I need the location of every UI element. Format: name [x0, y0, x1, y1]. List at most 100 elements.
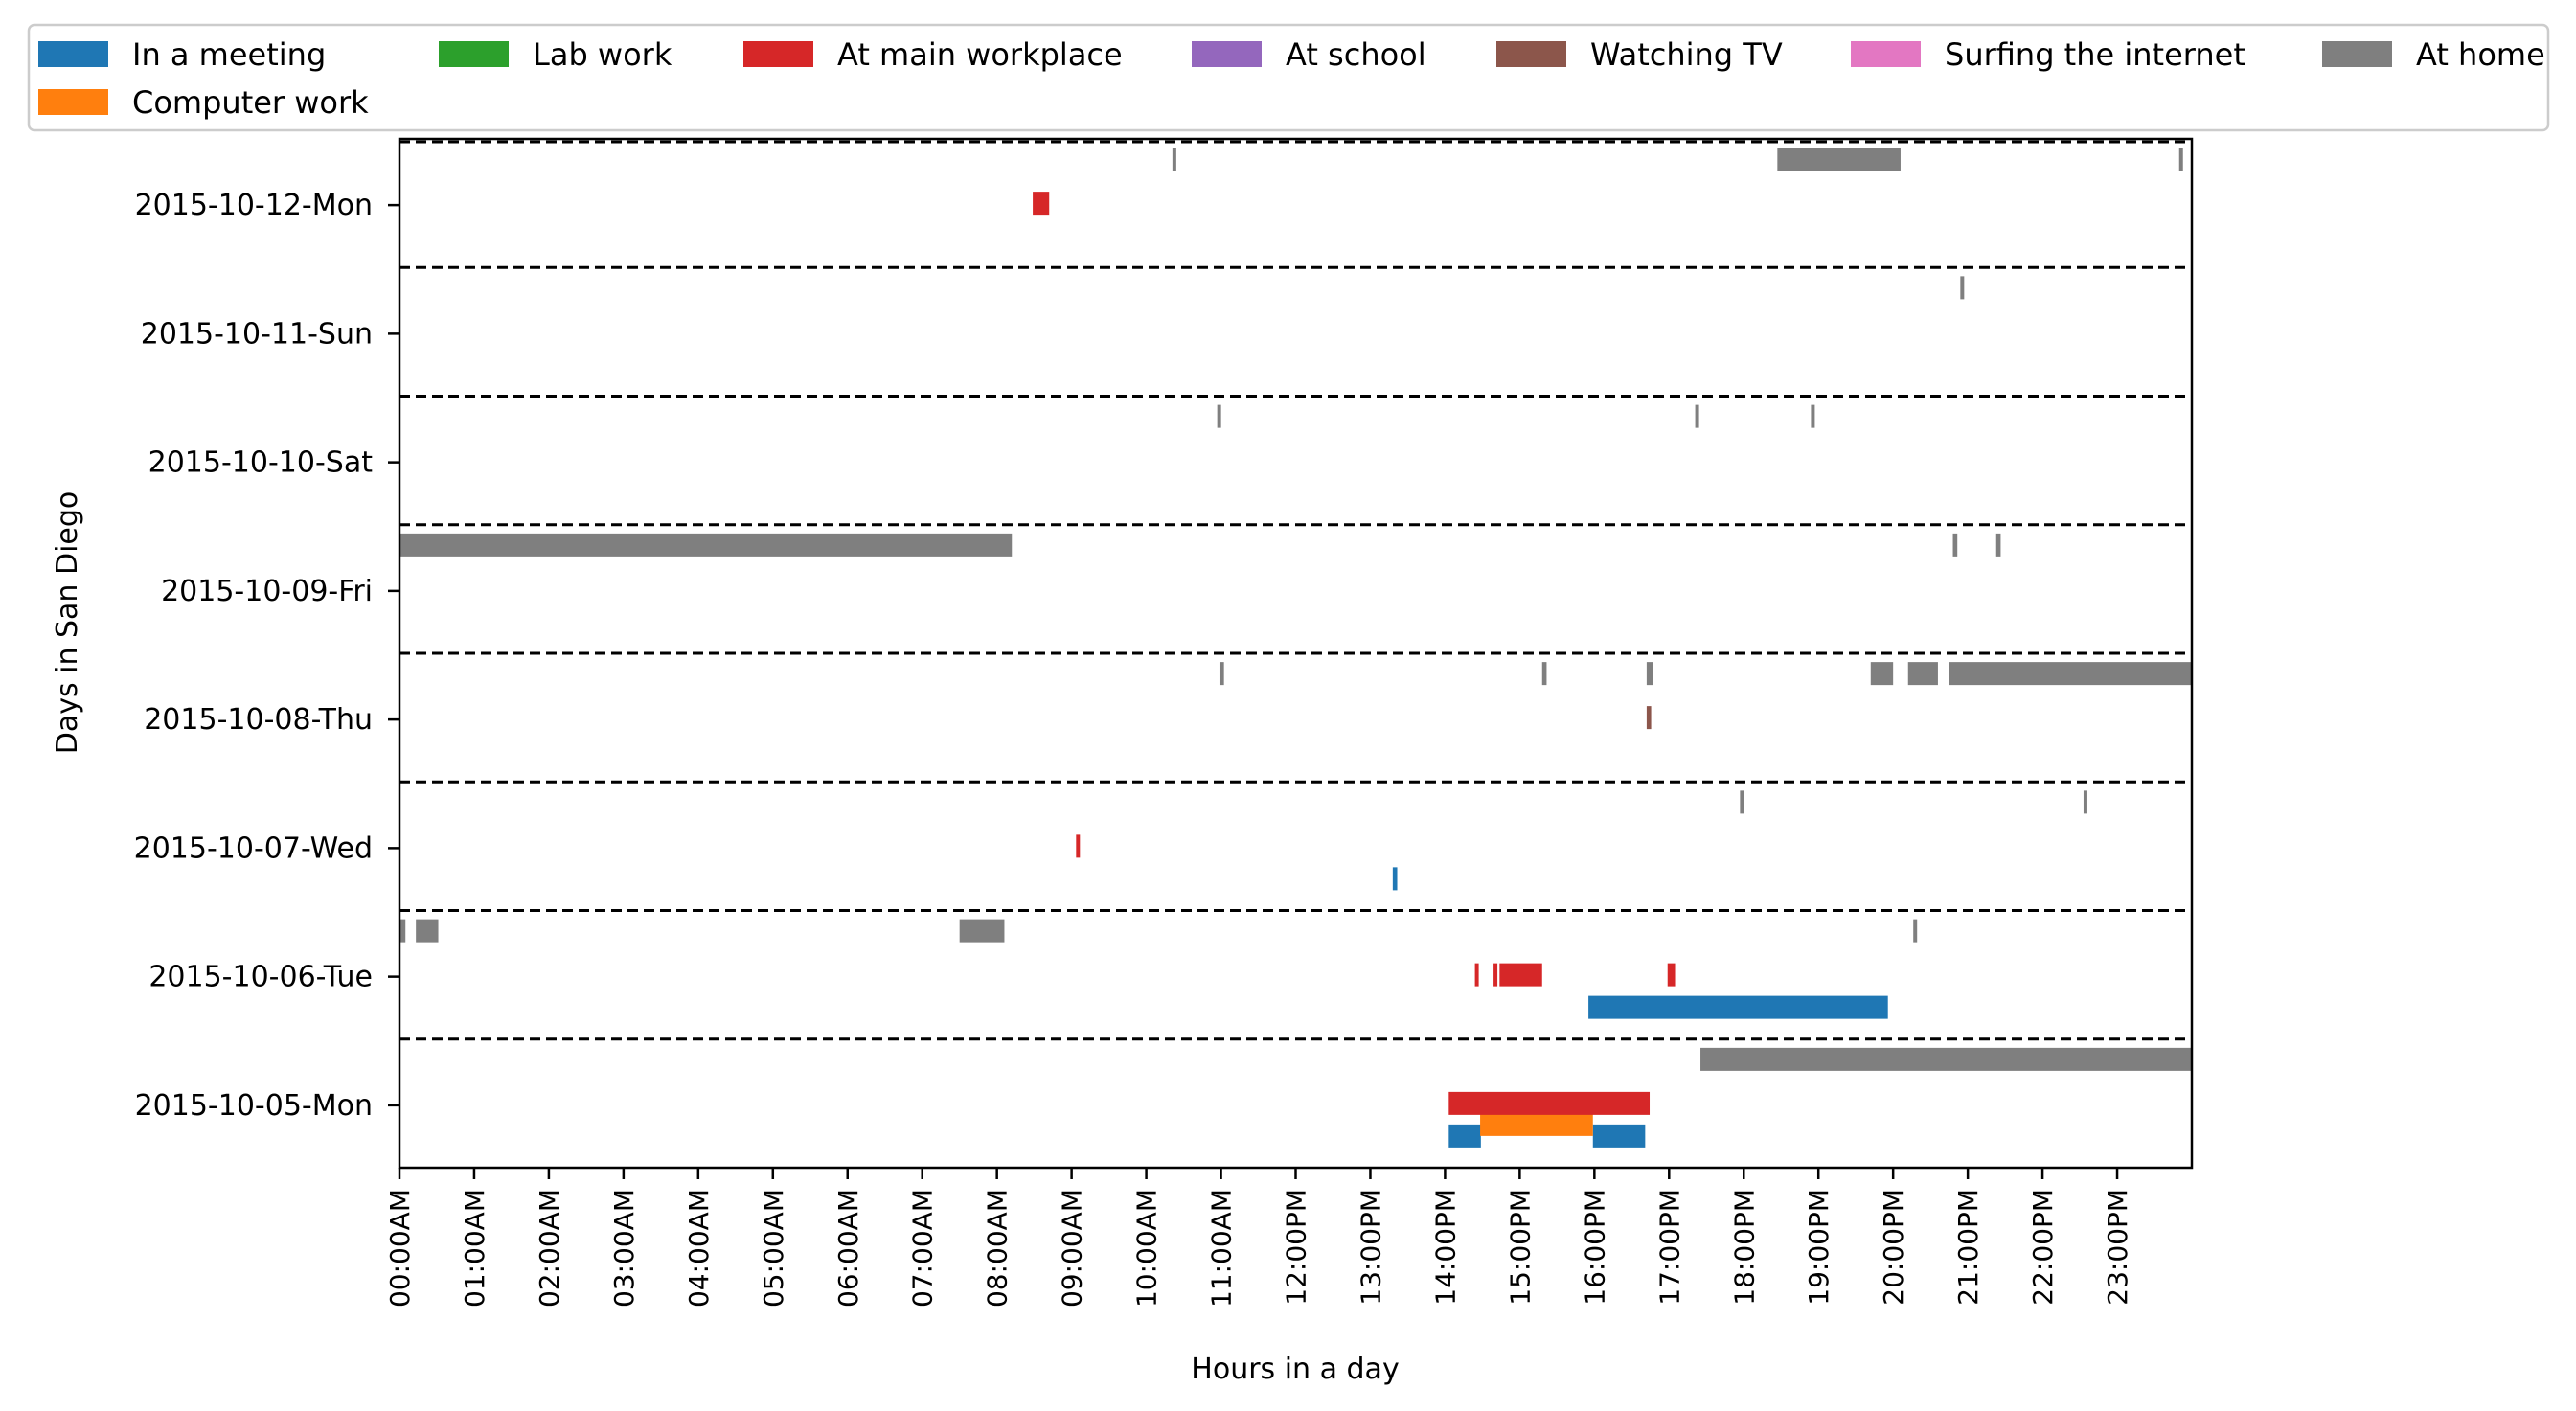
bar-at-home	[1172, 148, 1176, 171]
bar-at-home	[1740, 790, 1744, 814]
bar-in-a-meeting	[1588, 995, 1888, 1019]
bar-at-home	[1541, 662, 1547, 686]
x-tick-label: 13:00PM	[1355, 1189, 1386, 1306]
bar-computer-work	[1480, 1112, 1593, 1136]
bar-at-home	[399, 919, 406, 943]
y-axis-label: Days in San Diego	[51, 491, 84, 755]
bar-at-main-workplace	[1499, 963, 1542, 987]
legend-label: Lab work	[533, 36, 672, 73]
bar-at-home	[1219, 662, 1224, 686]
bar-at-main-workplace	[1667, 963, 1676, 987]
y-tick-label: 2015-10-09-Fri	[161, 575, 373, 608]
x-tick-label: 18:00PM	[1728, 1189, 1760, 1306]
x-tick-label: 07:00AM	[907, 1189, 939, 1308]
legend-label: At home	[2416, 36, 2545, 73]
legend-label: Watching TV	[1590, 36, 1783, 73]
legend-label: Computer work	[132, 84, 369, 121]
bar-at-home	[2178, 148, 2183, 171]
legend-item-lab-work: Lab work	[439, 36, 672, 73]
y-axis: 2015-10-12-Mon 2015-10-11-Sun 2015-10-10-S…	[134, 189, 399, 1123]
bar-watching-tv	[1646, 706, 1652, 730]
legend-item-at-main-workplace: At main workplace	[743, 36, 1123, 73]
bar-in-a-meeting	[1392, 867, 1398, 891]
legend-label: Surfing the internet	[1945, 36, 2245, 73]
y-tick-label: 2015-10-07-Wed	[134, 831, 373, 865]
bar-at-home	[1777, 148, 1901, 171]
x-tick-label: 16:00PM	[1579, 1189, 1610, 1306]
y-tick-label: 2015-10-06-Tue	[148, 961, 373, 994]
y-tick-label: 2015-10-11-Sun	[141, 317, 373, 351]
x-tick-label: 11:00AM	[1206, 1189, 1238, 1308]
legend-item-in-a-meeting: In a meeting	[38, 36, 326, 73]
bar-at-main-workplace	[1493, 963, 1498, 987]
legend-label: At main workplace	[837, 36, 1123, 73]
x-tick-label: 23:00PM	[2102, 1189, 2133, 1306]
legend-item-at-school: At school	[1192, 36, 1426, 73]
bar-at-home	[959, 919, 1005, 943]
x-axis-label: Hours in a day	[1191, 1353, 1399, 1386]
legend-item-computer-work: Computer work	[38, 84, 369, 121]
x-tick-label: 22:00PM	[2027, 1189, 2059, 1306]
x-tick-label: 05:00AM	[758, 1189, 789, 1308]
bar-at-home	[1995, 533, 2001, 557]
bar-at-main-workplace	[1033, 192, 1050, 216]
x-tick-label: 01:00AM	[459, 1189, 490, 1308]
legend-swatch	[38, 89, 108, 115]
bar-at-home	[1870, 662, 1894, 686]
bar-in-a-meeting	[1592, 1124, 1646, 1148]
y-tick-label: 2015-10-08-Thu	[144, 703, 373, 737]
x-tick-label: 06:00AM	[832, 1189, 864, 1308]
y-tick-label: 2015-10-05-Mon	[135, 1089, 373, 1123]
x-axis: 00:00AM 01:00AM 02:00AM 03:00AM 04:00AM 05:00…	[384, 1168, 2133, 1308]
legend-swatch	[1496, 41, 1566, 67]
x-tick-label: 12:00PM	[1281, 1189, 1312, 1306]
x-tick-label: 19:00PM	[1803, 1189, 1835, 1306]
bar-at-home	[1913, 919, 1918, 943]
x-tick-label: 02:00AM	[534, 1189, 565, 1308]
x-tick-label: 14:00PM	[1429, 1189, 1461, 1306]
x-tick-label: 00:00AM	[384, 1189, 416, 1308]
legend-label: At school	[1286, 36, 1426, 73]
bar-at-home	[1960, 276, 1965, 300]
legend-swatch	[2322, 41, 2392, 67]
x-tick-label: 08:00AM	[982, 1189, 1014, 1308]
bar-at-home	[416, 919, 439, 943]
x-tick-label: 17:00PM	[1653, 1189, 1685, 1306]
bars-layer	[399, 148, 2192, 1148]
legend-swatch	[38, 41, 108, 67]
legend-swatch	[1192, 41, 1262, 67]
bar-at-home	[2083, 790, 2087, 814]
bar-at-home	[1646, 662, 1653, 686]
x-tick-label: 04:00AM	[683, 1189, 715, 1308]
legend-swatch	[439, 41, 509, 67]
bar-at-home	[1811, 404, 1815, 428]
bar-at-home	[1695, 404, 1699, 428]
legend-item-watching-tv: Watching TV	[1496, 36, 1783, 73]
legend: In a meeting Lab work At main workplace At …	[27, 23, 2550, 132]
x-tick-label: 15:00PM	[1504, 1189, 1536, 1306]
bar-at-home	[1907, 662, 1938, 686]
x-tick-label: 09:00AM	[1057, 1189, 1088, 1308]
x-tick-label: 20:00PM	[1878, 1189, 1909, 1306]
bar-at-home	[1949, 662, 2192, 686]
day-separators	[399, 140, 2192, 1041]
legend-swatch	[743, 41, 813, 67]
x-tick-label: 03:00AM	[608, 1189, 640, 1308]
y-tick-label: 2015-10-12-Mon	[135, 189, 373, 222]
legend-label: In a meeting	[132, 36, 326, 73]
legend-swatch	[1851, 41, 1921, 67]
bar-at-home	[399, 533, 1013, 557]
bar-in-a-meeting	[1448, 1124, 1481, 1148]
x-tick-label: 10:00AM	[1131, 1189, 1163, 1308]
bar-at-home	[1700, 1047, 2192, 1071]
bar-at-main-workplace	[1474, 963, 1479, 987]
bar-at-main-workplace	[1076, 834, 1081, 858]
bar-at-main-workplace	[1448, 1091, 1651, 1115]
y-tick-label: 2015-10-10-Sat	[148, 446, 374, 480]
bar-at-home	[1952, 533, 1958, 557]
x-tick-label: 21:00PM	[1952, 1189, 1984, 1306]
legend-item-surfing-the-internet: Surfing the internet	[1851, 36, 2245, 73]
bar-at-home	[1217, 404, 1221, 428]
